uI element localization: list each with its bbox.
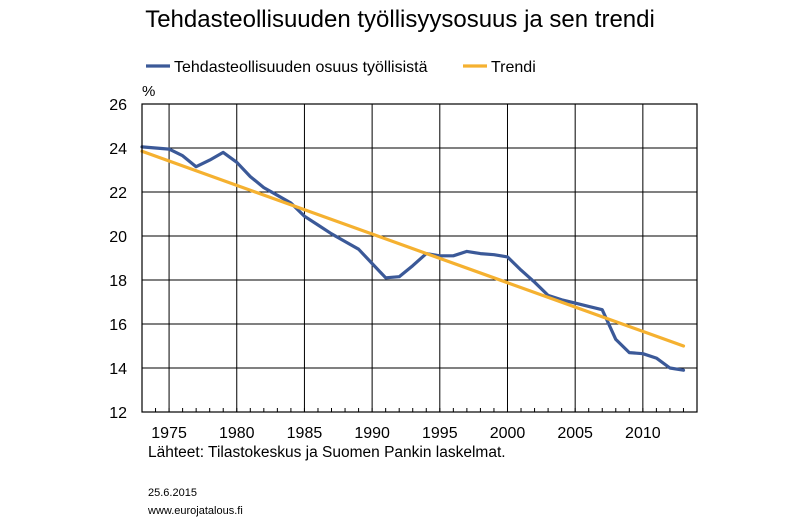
y-tick-label: 12 [109,405,127,422]
y-tick-label: 24 [109,141,127,158]
legend-label: Trendi [491,59,536,76]
x-tick-label: 2005 [557,425,593,440]
x-tick-label: 2000 [490,425,526,440]
line-chart: Tehdasteollisuuden osuus työllisistä Tren… [109,59,698,440]
date-note: 25.6.2015 [148,487,197,499]
x-axis: 1975 1980 1985 1990 1995 2000 2005 2010 [151,408,684,440]
plot-border [141,103,698,413]
series-layer [140,145,686,372]
y-tick-label: 22 [109,185,127,202]
x-tick-label: 1985 [287,425,323,440]
x-tick-label: 1975 [151,425,187,440]
chart-title: Tehdasteollisuuden työllisyysosuus ja se… [145,6,655,33]
series-line-share [140,145,686,372]
y-tick-label: 26 [109,97,127,114]
x-tick-label: 2010 [625,425,661,440]
site-url: www.eurojatalous.fi [148,505,243,517]
y-tick-label: 20 [109,229,127,246]
grid-lines [142,104,697,412]
legend-label: Tehdasteollisuuden osuus työllisistä [174,59,428,76]
y-tick-label: 14 [109,361,127,378]
y-axis-unit: % [142,83,155,100]
y-axis: 12 14 16 18 20 22 24 26% [109,83,155,422]
x-tick-label: 1980 [219,425,255,440]
y-tick-label: 18 [109,273,127,290]
x-tick-label: 1990 [354,425,390,440]
source-note: Lähteet: Tilastokeskus ja Suomen Pankin … [148,444,506,461]
plot-frame [141,103,698,413]
y-tick-label: 16 [109,317,127,334]
x-tick-label: 1995 [422,425,458,440]
legend: Tehdasteollisuuden osuus työllisistä Tren… [146,59,536,76]
series-line-trend [140,149,686,348]
